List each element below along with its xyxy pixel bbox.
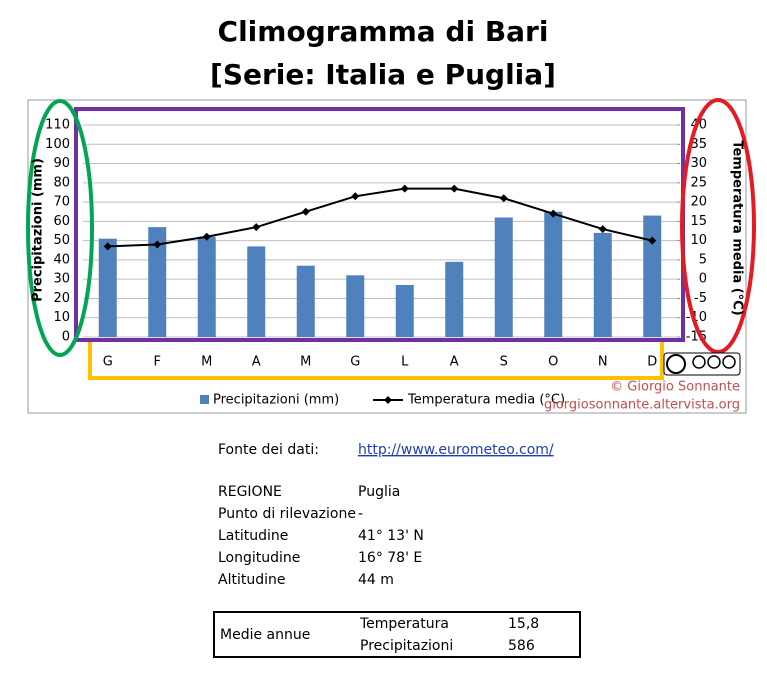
average-value: 15,8	[508, 616, 539, 632]
averages: Temperatura 15,8 Precipitazioni 586	[359, 616, 539, 654]
highlight-left-axis	[26, 99, 94, 357]
average-key: Temperatura	[359, 616, 449, 632]
legend-swatch	[384, 396, 392, 404]
bar	[494, 217, 513, 337]
y-tick-label: 110	[45, 118, 70, 133]
marker	[153, 240, 162, 249]
y2-tick-label: 25	[690, 175, 707, 190]
source-label: Fonte dei dati:	[218, 442, 319, 458]
y-tick-label: 70	[53, 195, 70, 210]
y2-tick-label: 15	[690, 214, 707, 229]
x-tick-label: N	[598, 355, 608, 370]
y-tick-label: 50	[53, 233, 70, 248]
chart-frame	[27, 99, 747, 414]
x-tick-label: S	[500, 355, 508, 370]
y-tick-label: 30	[53, 272, 70, 287]
x-tick-label: G	[103, 355, 113, 370]
marker	[252, 223, 261, 232]
info-value: 16° 78' E	[358, 550, 422, 566]
marker	[598, 225, 607, 234]
x-tick-label: A	[450, 355, 459, 370]
legend-label: Precipitazioni (mm)	[213, 393, 339, 408]
y-tick-label: 40	[53, 252, 70, 267]
y2-tick-label: 30	[690, 156, 707, 171]
x-tick-label: M	[300, 355, 311, 370]
average-key: Precipitazioni	[360, 638, 453, 654]
cc-badge	[663, 352, 741, 376]
line	[107, 187, 653, 248]
bar	[643, 215, 662, 337]
marker	[648, 236, 657, 245]
y-tick-label: 10	[53, 310, 70, 325]
plot: 0102030405060708090100110-15-10-50510152…	[45, 118, 707, 408]
x-tick-label: F	[154, 355, 161, 370]
y2-tick-label: 35	[690, 137, 707, 152]
marker	[400, 184, 409, 193]
info-key: Altitudine	[218, 572, 285, 588]
y-tick-label: 90	[53, 156, 70, 171]
x-tick-label: A	[252, 355, 261, 370]
y-tick-label: 20	[53, 291, 70, 306]
info-key: REGIONE	[218, 484, 282, 500]
y2-tick-label: 10	[690, 233, 707, 248]
info-value: -	[358, 506, 363, 522]
x-tick-label: L	[401, 355, 409, 370]
info-key: Punto di rilevazione	[218, 506, 356, 522]
bar	[98, 238, 117, 337]
bar	[197, 236, 216, 337]
info-key: Longitudine	[218, 550, 300, 566]
marker	[301, 207, 310, 216]
x-tick-label: G	[350, 355, 360, 370]
info-value: Puglia	[358, 484, 400, 500]
bar	[544, 211, 563, 337]
highlight-categories	[88, 342, 664, 380]
y-tick-label: 80	[53, 175, 70, 190]
bar	[445, 261, 464, 337]
x-tick-label: D	[647, 355, 657, 370]
averages-label: Medie annue	[220, 627, 310, 643]
marker	[499, 194, 508, 203]
chart-subtitle: [Serie: Italia e Puglia]	[210, 58, 556, 91]
y2-axis-title: Temperatura media (°C)	[730, 140, 745, 315]
bar	[346, 275, 365, 337]
marker	[450, 184, 459, 193]
y-tick-label: 100	[45, 137, 70, 152]
y2-tick-label: 5	[699, 252, 707, 267]
y2-tick-label: -5	[694, 291, 707, 306]
info-key: Latitudine	[218, 528, 288, 544]
info-value: 44 m	[358, 572, 394, 588]
bar	[296, 265, 315, 337]
y2-tick-label: 20	[690, 195, 707, 210]
info-value: 41° 13' N	[358, 528, 424, 544]
credit-site: giorgiosonnante.altervista.org	[544, 398, 740, 413]
y-axis-title: Precipitazioni (mm)	[31, 158, 46, 302]
marker	[202, 232, 211, 241]
source-link[interactable]: http://www.eurometeo.com/	[358, 442, 554, 458]
x-tick-label: O	[548, 355, 558, 370]
marker	[549, 209, 558, 218]
y-tick-label: 0	[62, 330, 70, 345]
bar	[593, 232, 612, 337]
x-tick-label: M	[201, 355, 212, 370]
bar	[395, 284, 414, 337]
legend-swatch	[200, 395, 209, 404]
highlight-right-axis	[680, 98, 756, 354]
highlight-plot	[74, 107, 685, 342]
marker	[351, 192, 360, 201]
y-tick-label: 60	[53, 214, 70, 229]
averages-box	[213, 611, 581, 658]
credit-author: © Giorgio Sonnante	[610, 380, 740, 395]
chart-title: Climogramma di Bari	[218, 15, 549, 48]
average-value: 586	[508, 638, 535, 654]
marker	[103, 242, 112, 251]
bar	[148, 227, 167, 337]
y2-tick-label: 0	[699, 272, 707, 287]
bar	[247, 246, 266, 337]
legend-label: Temperatura media (°C)	[407, 393, 565, 408]
